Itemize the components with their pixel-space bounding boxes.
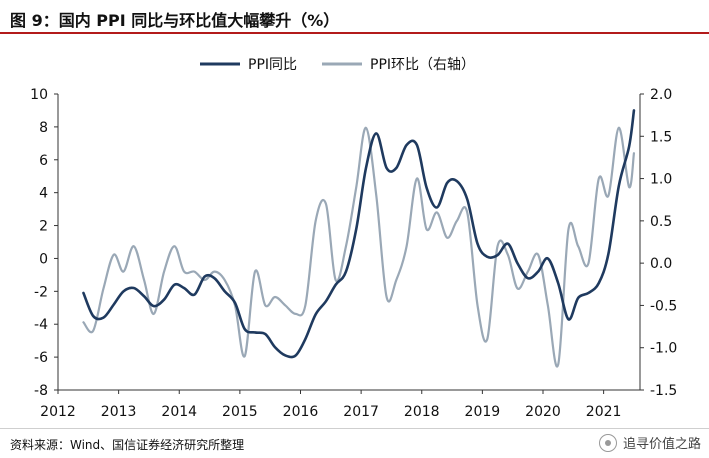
- left-tick-label: 0: [39, 251, 48, 267]
- left-tick-label: -6: [34, 350, 48, 366]
- left-tick-label: -2: [34, 284, 48, 300]
- right-tick-label: 2.0: [650, 87, 672, 103]
- right-tick-label: 0.5: [650, 214, 672, 230]
- left-tick-label: 10: [30, 87, 48, 103]
- series-line-ppi-mom: [82, 126, 636, 368]
- right-tick-label: 1.5: [650, 129, 672, 145]
- x-tick-label: 2012: [40, 404, 76, 420]
- right-tick-label: 1.0: [650, 172, 672, 188]
- left-tick-label: 2: [39, 219, 48, 235]
- wechat-icon: [598, 433, 617, 452]
- x-tick-label: 2016: [283, 404, 319, 420]
- x-tick-label: 2015: [222, 404, 258, 420]
- watermark: 追寻价值之路: [598, 433, 701, 452]
- series-line-ppi-yoy: [82, 109, 636, 359]
- left-tick-label: -4: [34, 317, 48, 333]
- x-tick-label: 2014: [161, 404, 197, 420]
- figure-header: 图 9：国内 PPI 同比与环比值大幅攀升（%）: [0, 0, 709, 34]
- right-tick-label: 0.0: [650, 256, 672, 272]
- x-tick-label: 2020: [525, 404, 561, 420]
- left-tick-label: 4: [39, 186, 48, 202]
- chart-area: 10 8 6 4 2 0 -2 -4 -6 -8 2.0 1.5 1.0 0.5 0.0 -0.5 -1.0 -1…: [0, 34, 709, 428]
- legend-label-ppi-mom: PPI环比（右轴）: [370, 57, 475, 73]
- right-tick-label: -1.0: [650, 341, 677, 357]
- figure-title: 图 9：国内 PPI 同比与环比值大幅攀升（%）: [10, 11, 340, 30]
- left-tick-label: 8: [39, 120, 48, 136]
- watermark-text: 追寻价值之路: [622, 437, 701, 452]
- right-tick-label: -0.5: [650, 298, 677, 314]
- x-tick-label: 2018: [404, 404, 440, 420]
- source-note: 资料来源：Wind、国信证券经济研究所整理: [10, 438, 245, 452]
- x-tick-label: 2019: [465, 404, 501, 420]
- left-tick-label: 6: [39, 153, 48, 169]
- x-tick-label: 2021: [586, 404, 622, 420]
- legend-label-ppi-yoy: PPI同比: [248, 57, 297, 73]
- figure-footer: 资料来源：Wind、国信证券经济研究所整理 追寻价值之路: [0, 428, 709, 458]
- ppi-line-chart: 10 8 6 4 2 0 -2 -4 -6 -8 2.0 1.5 1.0 0.5 0.0 -0.5 -1.0 -1…: [30, 57, 677, 420]
- x-tick-label: 2017: [343, 404, 379, 420]
- left-tick-label: -8: [34, 383, 48, 399]
- x-tick-label: 2013: [101, 404, 137, 420]
- right-tick-label: -1.5: [650, 383, 677, 399]
